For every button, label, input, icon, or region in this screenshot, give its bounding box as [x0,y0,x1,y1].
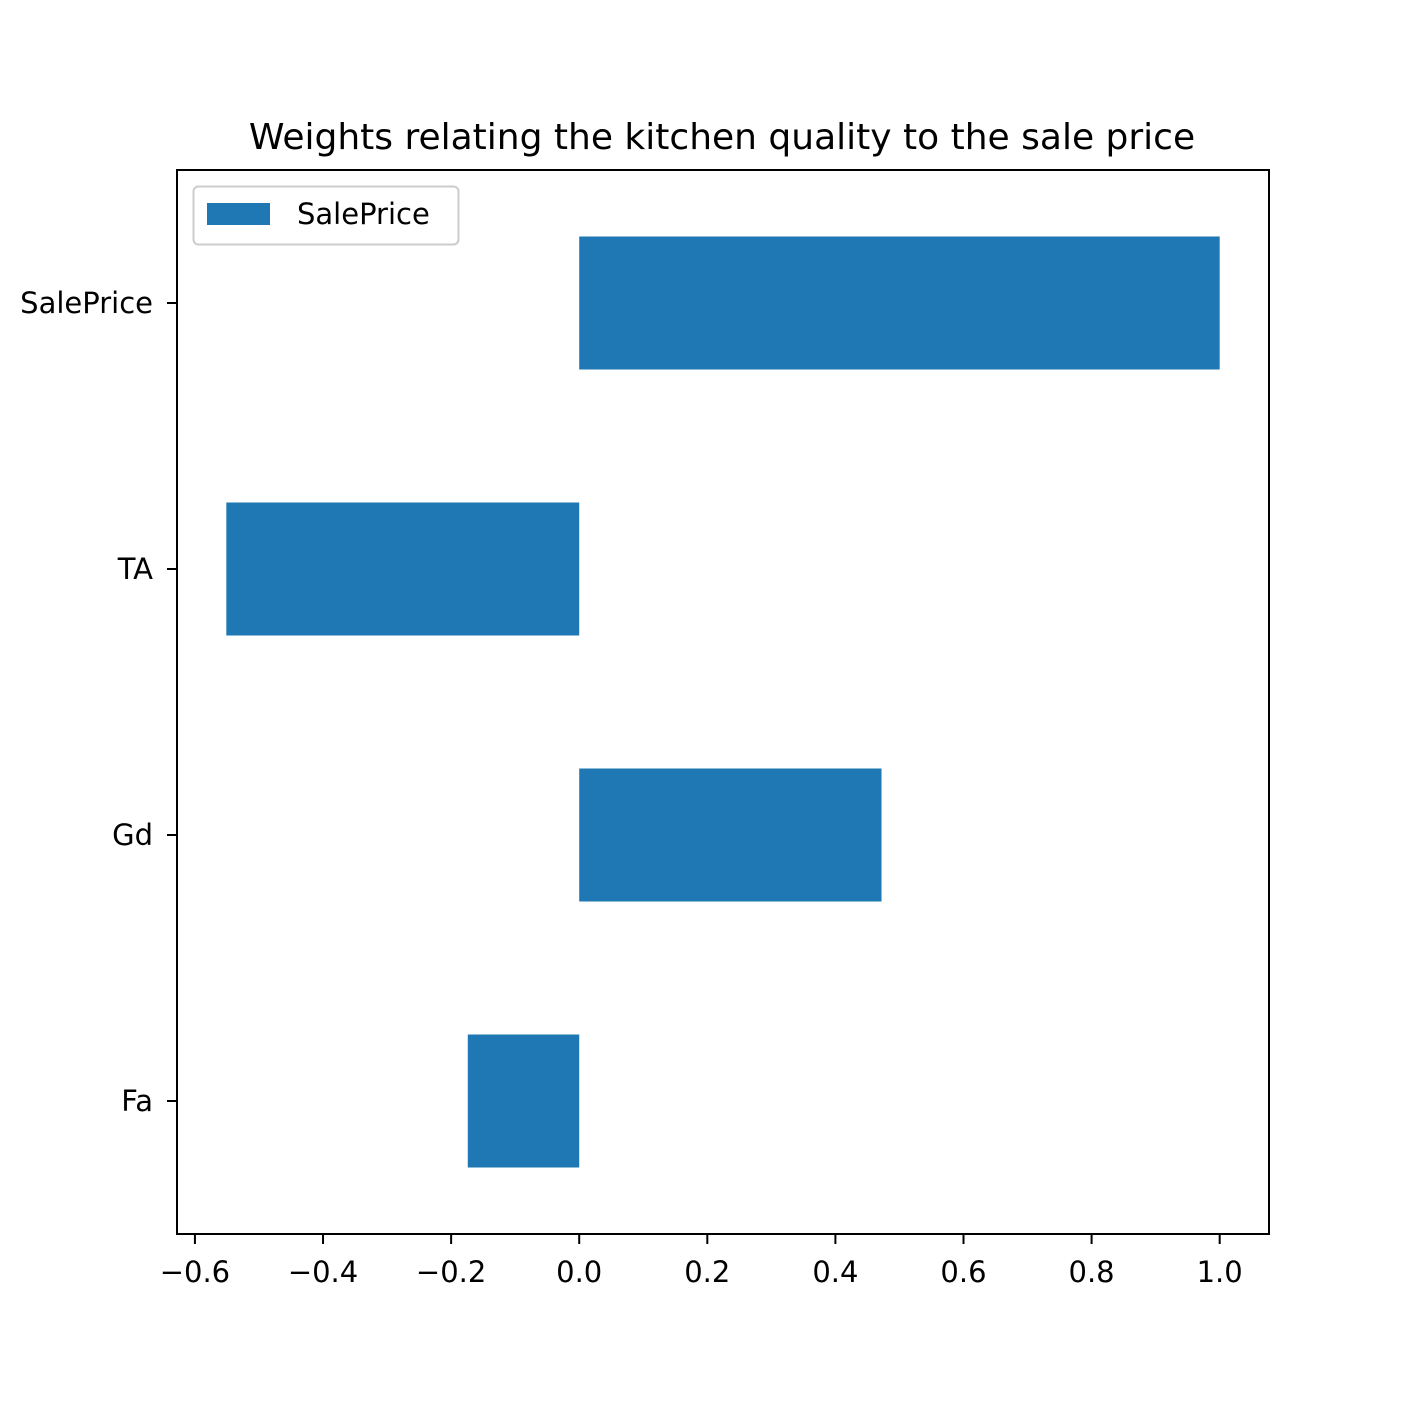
legend-label: SalePrice [297,197,430,231]
legend-box [192,185,460,246]
y-tick-label-saleprice: SalePrice [20,286,153,320]
x-tick-label: −0.4 [288,1255,358,1289]
y-tick-label-gd: Gd [112,818,153,852]
x-tick-label: −0.2 [416,1255,486,1289]
legend: SalePrice [192,185,460,246]
y-tick-label-fa: Fa [121,1084,153,1118]
x-tick-label: 0.0 [556,1255,602,1289]
x-tick-label: 0.2 [684,1255,730,1289]
plot-frame [176,169,1270,1235]
y-tick-label-ta: TA [117,552,153,586]
x-tick-label: −0.6 [160,1255,230,1289]
x-tick-label: 0.8 [1069,1255,1115,1289]
x-tick-label: 1.0 [1197,1255,1243,1289]
bar-ta [226,502,580,636]
bar-saleprice [579,236,1220,370]
bar-fa [467,1034,580,1168]
y-axis: Fa Gd TA SalePrice [20,286,177,1118]
bars-group [226,236,1220,1168]
bar-gd [579,768,882,902]
x-tick-label: 0.6 [940,1255,986,1289]
legend-swatch [207,203,270,225]
x-axis: −0.6 −0.4 −0.2 0.0 0.2 0.4 0.6 0.8 1.0 [160,1234,1243,1289]
chart-title: Weights relating the kitchen quality to … [249,117,1195,158]
x-tick-label: 0.4 [812,1255,858,1289]
